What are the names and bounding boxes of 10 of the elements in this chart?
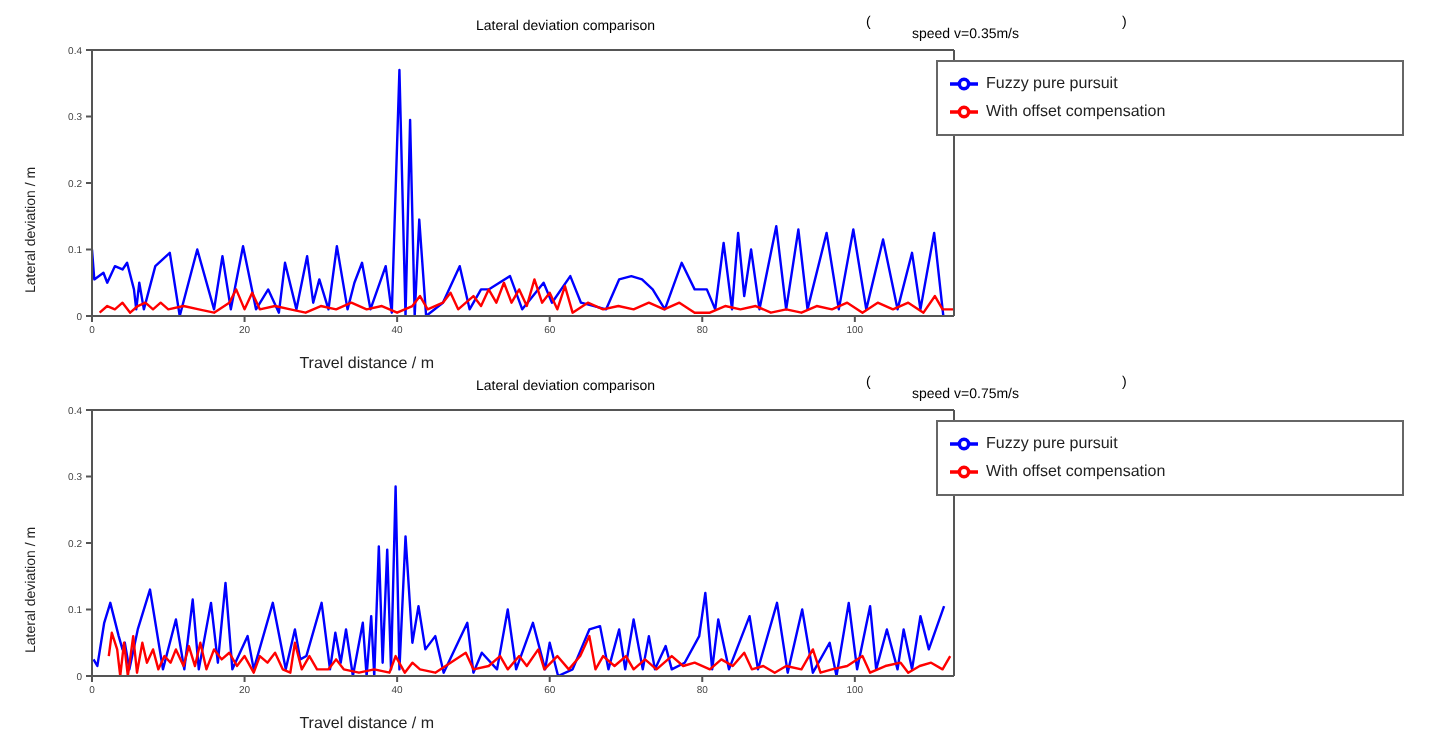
line-series xyxy=(92,485,946,676)
x-axis-title: Travel distance / m xyxy=(299,714,435,732)
legend-label: Fuzzy pure pursuit xyxy=(986,434,1118,453)
x-axis-title: Travel distance / m xyxy=(299,354,435,372)
line-series xyxy=(98,278,954,314)
line-series xyxy=(107,631,952,676)
legend-label: Fuzzy pure pursuit xyxy=(986,74,1118,93)
legend-label: With offset compensation xyxy=(986,102,1166,121)
line-series xyxy=(92,68,945,316)
legend-label: With offset compensation xyxy=(986,462,1166,481)
